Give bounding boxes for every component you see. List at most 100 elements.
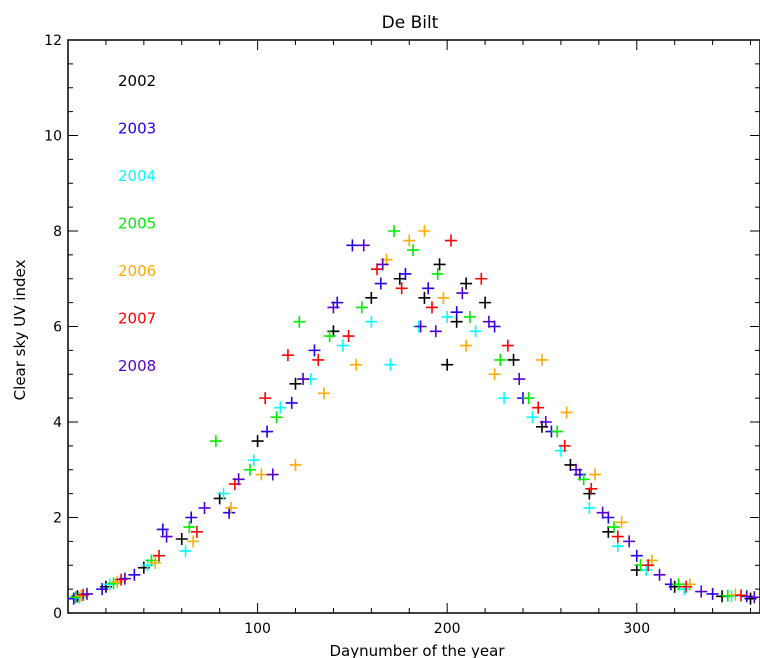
point-2005 — [551, 425, 564, 438]
point-2008 — [357, 239, 370, 252]
point-2008 — [653, 568, 666, 581]
point-2007 — [426, 301, 439, 314]
point-2005 — [293, 315, 306, 328]
point-2008 — [327, 301, 340, 314]
legend-item-2004: 2004 — [118, 167, 156, 185]
x-tick-label: 300 — [623, 621, 650, 637]
point-2005 — [721, 589, 734, 602]
point-2003 — [740, 590, 753, 603]
point-2004 — [336, 339, 349, 352]
point-2002 — [441, 358, 454, 371]
point-2003 — [285, 396, 298, 409]
point-2006 — [437, 291, 450, 304]
point-2007 — [395, 282, 408, 295]
point-2007 — [501, 339, 514, 352]
point-2005 — [244, 463, 257, 476]
y-tick-label: 6 — [53, 320, 62, 336]
point-2008 — [623, 535, 636, 548]
x-tick-label: 100 — [244, 621, 271, 637]
point-2008 — [482, 315, 495, 328]
point-2007 — [312, 353, 325, 366]
point-2006 — [560, 406, 573, 419]
point-2005 — [463, 310, 476, 323]
legend-item-2003: 2003 — [118, 120, 156, 138]
point-2006 — [149, 556, 162, 569]
point-2003 — [630, 549, 643, 562]
chart-title: De Bilt — [382, 13, 439, 33]
y-tick-label: 2 — [53, 511, 62, 527]
point-2005 — [494, 353, 507, 366]
point-2006 — [403, 234, 416, 247]
point-2004 — [217, 487, 230, 500]
point-2007 — [281, 349, 294, 362]
x-tick-label: 200 — [434, 621, 461, 637]
point-2004 — [526, 411, 539, 424]
point-2008 — [456, 287, 469, 300]
point-2006 — [535, 353, 548, 366]
point-2007 — [444, 234, 457, 247]
point-2003 — [156, 523, 169, 536]
point-2003 — [374, 277, 387, 290]
point-2006 — [317, 387, 330, 400]
point-2004 — [583, 501, 596, 514]
y-tick-label: 10 — [44, 129, 62, 145]
point-2008 — [596, 506, 609, 519]
point-2005 — [407, 244, 420, 257]
point-2005 — [608, 521, 621, 534]
point-2006 — [615, 516, 628, 529]
point-2003 — [422, 282, 435, 295]
point-2003 — [706, 587, 719, 600]
point-2008 — [160, 530, 173, 543]
legend-group: 2002 2003 2004 2005 2006 2007 2008 — [118, 72, 156, 375]
point-2003 — [128, 568, 141, 581]
point-2003 — [96, 583, 109, 596]
point-2006 — [418, 225, 431, 237]
point-2004 — [441, 310, 454, 323]
point-2005 — [69, 591, 82, 604]
point-2003 — [399, 267, 412, 280]
point-2008 — [376, 258, 389, 271]
point-2008 — [429, 325, 442, 338]
point-2007 — [735, 589, 748, 602]
point-2007 — [153, 549, 166, 562]
point-2007 — [532, 401, 545, 414]
point-2005 — [183, 521, 196, 534]
point-2006 — [289, 458, 302, 471]
point-2002 — [479, 296, 492, 309]
point-2008 — [232, 473, 245, 486]
point-2008 — [695, 585, 708, 598]
point-2007 — [259, 392, 272, 405]
point-2008 — [297, 373, 310, 386]
point-2006 — [75, 589, 88, 602]
point-2007 — [680, 580, 693, 593]
point-2005 — [209, 435, 222, 448]
point-2005 — [577, 473, 590, 486]
point-2002 — [433, 258, 446, 271]
point-2006 — [350, 358, 363, 371]
point-2008 — [570, 463, 583, 476]
point-2005 — [672, 578, 685, 591]
point-2008 — [748, 591, 760, 604]
point-2007 — [611, 530, 624, 543]
point-2007 — [190, 525, 203, 538]
point-2002 — [365, 291, 378, 304]
point-2003 — [450, 306, 463, 319]
point-2008 — [80, 587, 93, 600]
legend-item-2005: 2005 — [118, 215, 156, 233]
point-2007 — [475, 272, 488, 285]
y-tick-label: 4 — [53, 415, 62, 431]
axes-group: 100 200 300 0 2 4 6 8 10 12 — [44, 33, 760, 637]
point-2008 — [118, 572, 131, 585]
point-2003 — [261, 425, 274, 438]
point-2006 — [488, 368, 501, 381]
point-2008 — [198, 501, 211, 514]
point-2005 — [522, 392, 535, 405]
point-2002 — [507, 353, 520, 366]
point-2008 — [266, 468, 279, 481]
point-2002 — [460, 277, 473, 290]
point-2004 — [384, 358, 397, 371]
point-2006 — [187, 535, 200, 548]
legend-item-2006: 2006 — [118, 262, 156, 280]
point-2002 — [175, 532, 188, 545]
